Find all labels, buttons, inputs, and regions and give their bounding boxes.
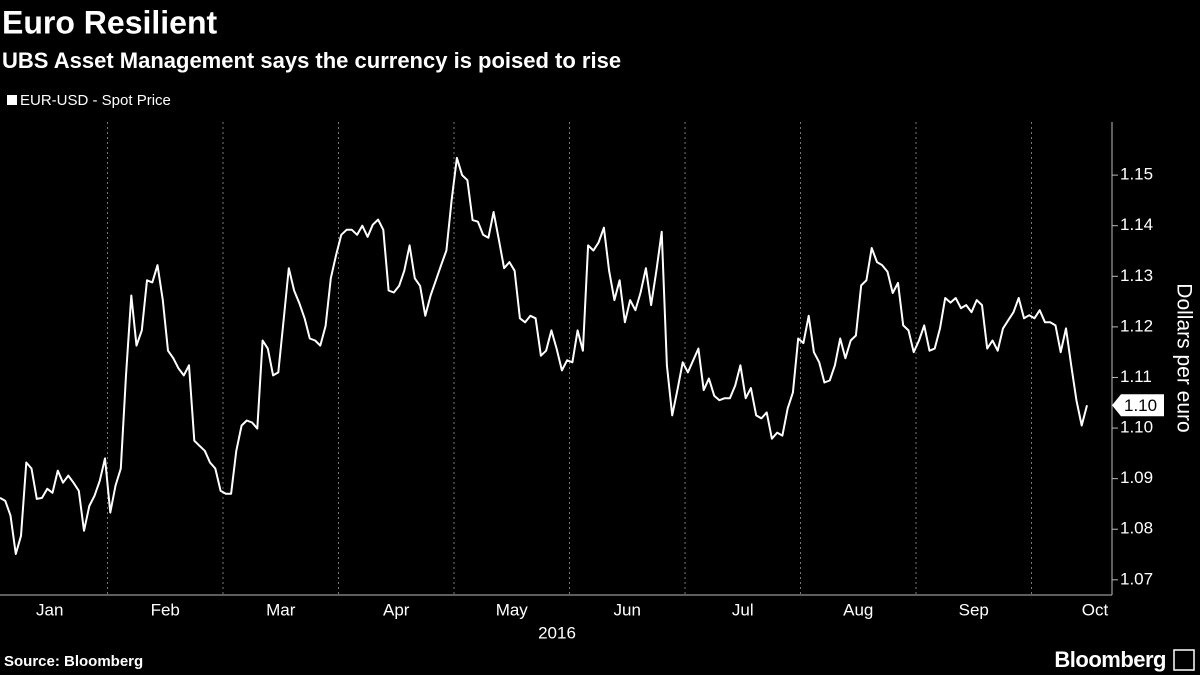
x-tick-label: Apr xyxy=(383,600,410,619)
y-tick-label: 1.10 xyxy=(1120,418,1153,437)
brand-logo: Bloomberg xyxy=(1054,647,1166,672)
x-axis-year: 2016 xyxy=(538,623,576,642)
x-tick-label: Oct xyxy=(1082,600,1109,619)
x-tick-label: Jul xyxy=(732,600,754,619)
legend-swatch xyxy=(7,95,17,105)
x-tick-label: Aug xyxy=(843,600,873,619)
y-axis-title: Dollars per euro xyxy=(1172,283,1195,432)
brand-icon xyxy=(1173,649,1195,671)
last-price-label: 1.10 xyxy=(1124,396,1157,415)
y-tick-label: 1.08 xyxy=(1120,519,1153,538)
legend-label: EUR-USD - Spot Price xyxy=(20,92,171,109)
x-tick-label: Jun xyxy=(614,600,641,619)
chart-title: Euro Resilient xyxy=(2,4,218,40)
y-tick-label: 1.14 xyxy=(1120,215,1153,234)
y-tick-label: 1.15 xyxy=(1120,165,1153,184)
price-line xyxy=(0,156,1088,555)
x-tick-label: Feb xyxy=(151,600,180,619)
x-tick-label: Jan xyxy=(36,600,63,619)
x-tick-label: Mar xyxy=(266,600,296,619)
last-price-tag xyxy=(1112,394,1164,417)
y-tick-label: 1.09 xyxy=(1120,468,1153,487)
x-tick-label: Sep xyxy=(959,600,989,619)
source-note: Source: Bloomberg xyxy=(4,653,143,670)
y-tick-label: 1.13 xyxy=(1120,266,1153,285)
y-tick-label: 1.11 xyxy=(1120,367,1152,386)
chart-subtitle: UBS Asset Management says the currency i… xyxy=(2,48,621,73)
x-tick-label: May xyxy=(496,600,529,619)
y-tick-label: 1.07 xyxy=(1120,569,1153,588)
y-tick-label: 1.12 xyxy=(1120,316,1153,335)
